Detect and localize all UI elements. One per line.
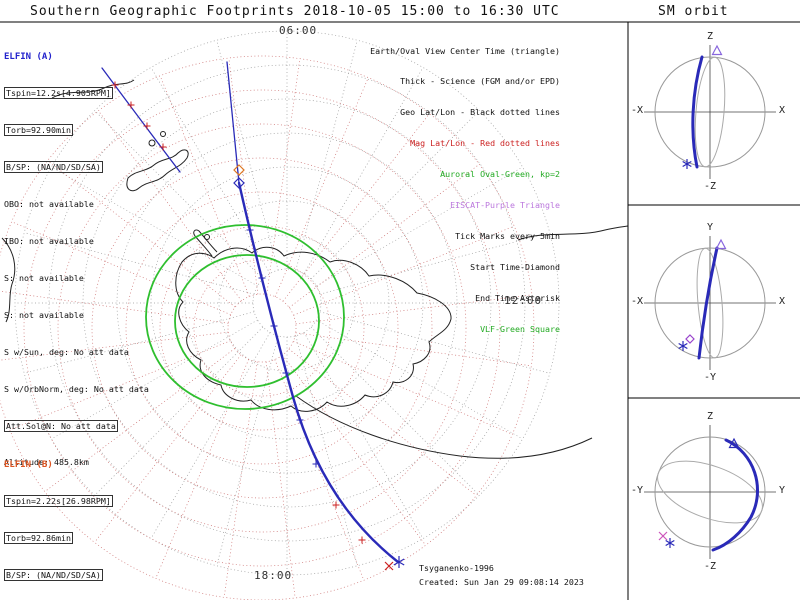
orbit2-axis-right: X — [779, 296, 786, 307]
elfin-b-info: ELFIN (B) Tspin=2.22s[26.98RPM] Torb=92.… — [4, 434, 149, 600]
elfin-a-line-6: S: not available — [4, 309, 84, 320]
legend-item-eiscat: EISCAT-Purple Triangle — [450, 200, 560, 211]
created-timestamp: Created: Sun Jan 29 09:08:14 2023 — [419, 577, 584, 587]
mlt-label-1800: 18:00 — [254, 569, 293, 582]
orbit2-axis-bottom: -Y — [703, 372, 717, 383]
elfin-b-line-2: B/SP: (NA/ND/SD/SA) — [4, 569, 149, 582]
map-legend: Earth/Oval View Center Time (triangle) T… — [370, 25, 560, 355]
legend-item-vlf: VLF-Green Square — [480, 323, 560, 334]
legend-item-tick-marks: Tick Marks every 5min — [455, 230, 560, 241]
elfin-b-bsp: B/SP: (NA/ND/SD/SA) — [4, 569, 103, 582]
elfin-b-line-1: Torb=92.86min — [4, 532, 149, 545]
legend-item-mag-grid: Mag Lat/Lon - Red dotted lines — [410, 138, 560, 149]
elfin-a-line-9: Att.Sol@N: No att data — [4, 419, 149, 432]
orbit2-axis-left: -X — [631, 296, 644, 307]
orbit3-axis-left: -Y — [631, 485, 644, 496]
elfin-a-attsol: Att.Sol@N: No att data — [4, 419, 118, 432]
orbit1-axis-right: X — [779, 105, 786, 116]
elfin-a-line-2: B/SP: (NA/ND/SD/SA) — [4, 161, 149, 174]
orbit2-axis-top: Y — [706, 222, 714, 233]
elfin-a-line-1: Torb=92.90min — [4, 124, 149, 137]
elfin-a-line-0: Tspin=12.2s[4.905RPM] — [4, 87, 149, 100]
orbit1-axis-left: -X — [631, 105, 644, 116]
legend-item-geo-grid: Geo Lat/Lon - Black dotted lines — [400, 107, 560, 118]
elfin-a-line-5: S: not available — [4, 272, 84, 283]
legend-item-center-time: Earth/Oval View Center Time (triangle) — [370, 45, 560, 56]
elfin-a-bsp: B/SP: (NA/ND/SD/SA) — [4, 161, 103, 174]
elfin-a-line-4: IBO: not available — [4, 236, 94, 247]
legend-item-end-time: End Time-Asterisk — [475, 292, 560, 303]
legend-item-start-time: Start Time-Diamond — [470, 261, 560, 272]
elfin-a-line-3: OBO: not available — [4, 199, 94, 210]
elfin-b-header: ELFIN (B) — [4, 459, 53, 470]
mlt-label-1200: 12:00 — [504, 294, 543, 307]
elfin-b-tspin: Tspin=2.22s[26.98RPM] — [4, 495, 113, 508]
orbit3-axis-right: Y — [779, 485, 786, 496]
legend-item-auroral-oval: Auroral Oval-Green, kp=2 — [440, 169, 560, 180]
elfin-b-torb: Torb=92.86min — [4, 532, 73, 545]
elfin-b-line-0: Tspin=2.22s[26.98RPM] — [4, 495, 149, 508]
page-title: Southern Geographic Footprints 2018-10-0… — [30, 4, 560, 19]
elfin-a-header: ELFIN (A) — [4, 51, 53, 62]
elfin-a-line-8: S w/OrbNorm, deg: No att data — [4, 383, 149, 394]
sm-orbit-title: SM orbit — [658, 4, 729, 19]
legend-item-thick-science: Thick - Science (FGM and/or EPD) — [400, 76, 560, 87]
model-label: Tsyganenko-1996 — [419, 563, 494, 573]
mlt-label-0600: 06:00 — [279, 24, 318, 37]
orbit1-axis-top: Z — [706, 31, 714, 42]
elfin-a-tspin: Tspin=12.2s[4.905RPM] — [4, 87, 113, 100]
elfin-a-line-10: Altitude: 485.8km — [4, 457, 89, 468]
elfin-a-info: ELFIN (A) Tspin=12.2s[4.905RPM] Torb=92.… — [4, 26, 149, 493]
elfin-a-line-7: S w/Sun, deg: No att data — [4, 346, 129, 357]
elfin-a-torb: Torb=92.90min — [4, 124, 73, 137]
orbit3-axis-top: Z — [706, 411, 714, 422]
orbit1-axis-bottom: -Z — [703, 181, 717, 192]
orbit3-axis-bottom: -Z — [703, 561, 717, 572]
